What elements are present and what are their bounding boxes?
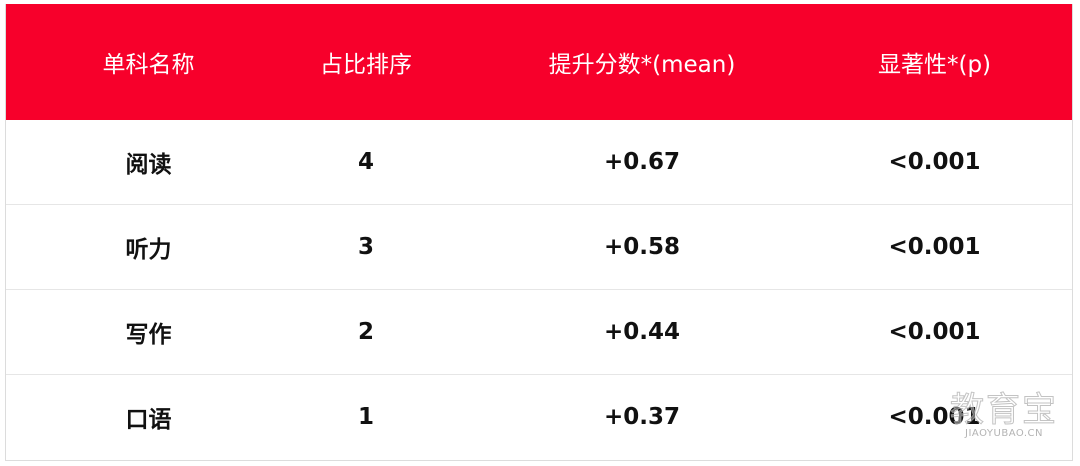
watermark-logo: 教育宝 JIAOYUBAO.CN [950,390,1058,440]
cell-subject: 听力 [125,237,172,263]
table-header: 单科名称 占比排序 提升分数*(mean) 显著性*(p) [6,4,1072,120]
table-row: 口语 1 +0.37 <0.001 [6,375,1072,459]
cell-mean: +0.58 [603,234,681,260]
cell-subject: 写作 [125,322,172,348]
cell-mean: +0.37 [603,404,681,430]
cell-rank: 3 [357,234,374,260]
watermark-main: 教育宝 [950,390,1058,430]
header-subject: 单科名称 [102,52,195,78]
cell-rank: 4 [357,149,374,175]
header-rank: 占比排序 [320,52,412,78]
header-mean: 提升分数*(mean) [548,52,736,78]
table-row: 阅读 4 +0.67 <0.001 [6,120,1072,205]
cell-p: <0.001 [888,319,981,345]
cell-p: <0.001 [888,404,981,430]
cell-mean: +0.44 [603,319,681,345]
table-row: 听力 3 +0.58 <0.001 [6,205,1072,290]
watermark-sub: JIAOYUBAO.CN [965,428,1043,439]
cell-rank: 2 [357,319,374,345]
cell-rank: 1 [357,404,374,430]
score-table: 单科名称 占比排序 提升分数*(mean) 显著性*(p) 阅读 4 +0.67… [5,4,1073,461]
table-row: 写作 2 +0.44 <0.001 [6,290,1072,375]
cell-p: <0.001 [888,149,981,175]
header-p: 显著性*(p) [877,52,992,78]
cell-subject: 阅读 [125,152,172,178]
cell-mean: +0.67 [603,149,681,175]
cell-p: <0.001 [888,234,981,260]
cell-subject: 口语 [125,407,172,433]
